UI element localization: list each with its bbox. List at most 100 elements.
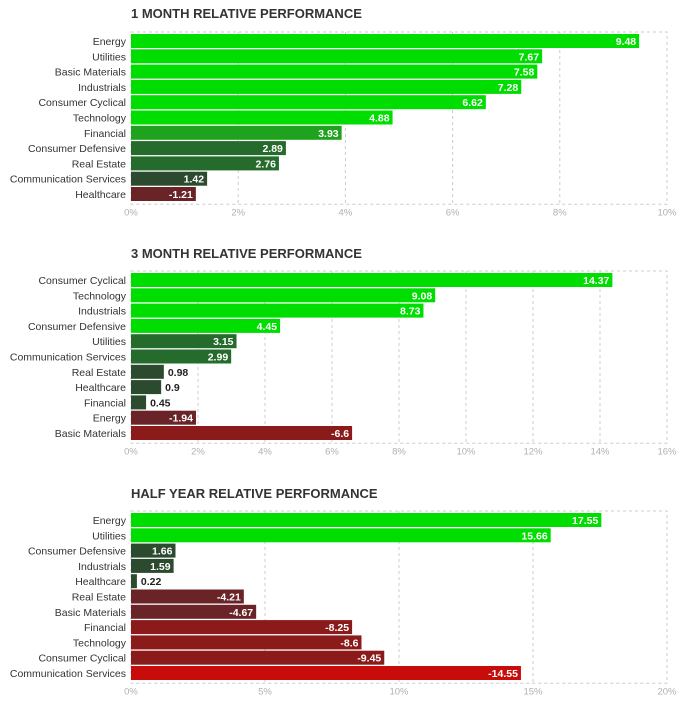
value-label: 6.62 <box>462 97 483 109</box>
value-label: 4.45 <box>257 321 278 333</box>
chart-title-1-month: 1 MONTH RELATIVE PERFORMANCE <box>131 6 362 21</box>
value-label: 15.66 <box>521 530 547 542</box>
x-tick-label: 0% <box>124 686 138 697</box>
category-label: Consumer Cyclical <box>38 97 126 109</box>
bar[interactable] <box>131 79 522 94</box>
x-tick-label: 16% <box>657 446 677 457</box>
bar[interactable] <box>131 156 279 171</box>
bar[interactable] <box>131 141 286 156</box>
bar[interactable] <box>131 589 244 604</box>
value-label: 3.93 <box>318 128 339 140</box>
value-label: 7.28 <box>498 82 519 94</box>
bar[interactable] <box>131 49 543 64</box>
x-tick-label: 4% <box>258 446 272 457</box>
value-label: 9.08 <box>412 290 433 302</box>
bar[interactable] <box>131 34 640 48</box>
bar[interactable] <box>131 574 137 589</box>
bar[interactable] <box>131 64 538 79</box>
bar-chart-3-month: Consumer Cyclical 14.37 Technology 9.08 Indu… <box>10 270 677 457</box>
bar[interactable] <box>131 171 208 186</box>
category-label: Real Estate <box>72 592 126 604</box>
x-tick-label: 5% <box>258 686 272 697</box>
bar[interactable] <box>131 543 176 558</box>
x-tick-label: 4% <box>339 207 353 218</box>
category-label: Real Estate <box>72 158 126 170</box>
bar[interactable] <box>131 334 237 349</box>
bar[interactable] <box>131 513 602 527</box>
x-tick-label: 10% <box>389 686 409 697</box>
category-label: Energy <box>93 515 127 527</box>
category-label: Utilities <box>92 336 126 348</box>
value-label: -1.94 <box>169 413 193 425</box>
bar[interactable] <box>131 380 162 395</box>
value-label: -4.21 <box>217 592 241 604</box>
value-label: -9.45 <box>357 653 381 665</box>
value-label: -14.55 <box>488 668 518 680</box>
x-tick-label: 10% <box>456 446 476 457</box>
category-label: Basic Materials <box>55 428 126 440</box>
value-label: 9.48 <box>616 36 637 48</box>
category-label: Technology <box>73 113 127 125</box>
category-label: Industrials <box>78 306 126 318</box>
value-label: 17.55 <box>572 515 598 527</box>
category-label: Healthcare <box>75 576 126 588</box>
x-tick-label: 2% <box>191 446 205 457</box>
chart-title-3-month: 3 MONTH RELATIVE PERFORMANCE <box>131 246 362 261</box>
category-label: Financial <box>84 622 126 634</box>
bar[interactable] <box>131 318 281 333</box>
category-label: Consumer Cyclical <box>38 653 126 665</box>
bar[interactable] <box>131 364 164 379</box>
bar[interactable] <box>131 110 393 125</box>
value-label: 2.89 <box>262 143 283 155</box>
category-label: Healthcare <box>75 382 126 394</box>
value-label: 1.59 <box>150 561 171 573</box>
category-label: Financial <box>84 128 126 140</box>
category-label: Communication Services <box>10 352 126 364</box>
category-label: Industrials <box>78 561 126 573</box>
value-label: -6.6 <box>331 428 349 440</box>
value-label: 2.76 <box>255 158 276 170</box>
value-label: 0.9 <box>165 382 180 394</box>
bar[interactable] <box>131 125 342 140</box>
bar[interactable] <box>131 95 486 110</box>
value-label: -8.25 <box>325 622 349 634</box>
bar[interactable] <box>131 620 353 635</box>
value-label: 4.88 <box>369 113 390 125</box>
category-label: Energy <box>93 36 127 48</box>
category-label: Consumer Defensive <box>28 321 126 333</box>
x-tick-label: 2% <box>231 207 245 218</box>
bar-chart-half-year: Energy 17.55 Utilities 15.66 Consumer Defens… <box>10 510 677 697</box>
bar[interactable] <box>131 303 424 318</box>
category-label: Real Estate <box>72 367 126 379</box>
bar[interactable] <box>131 666 521 680</box>
bar[interactable] <box>131 273 613 287</box>
x-tick-label: 0% <box>124 446 138 457</box>
value-label: 0.22 <box>141 576 162 588</box>
bar[interactable] <box>131 650 385 665</box>
category-label: Consumer Cyclical <box>38 275 126 287</box>
category-label: Utilities <box>92 530 126 542</box>
value-label: 14.37 <box>583 275 609 287</box>
bar[interactable] <box>131 410 196 425</box>
x-tick-label: 0% <box>124 207 138 218</box>
chart-title-half-year: HALF YEAR RELATIVE PERFORMANCE <box>131 486 378 501</box>
category-label: Financial <box>84 397 126 409</box>
bar[interactable] <box>131 558 174 573</box>
bar[interactable] <box>131 528 551 543</box>
bar[interactable] <box>131 604 257 619</box>
category-label: Utilities <box>92 51 126 63</box>
category-label: Industrials <box>78 82 126 94</box>
value-label: -8.6 <box>340 637 358 649</box>
bar[interactable] <box>131 395 147 410</box>
bar[interactable] <box>131 288 436 303</box>
bar[interactable] <box>131 426 353 440</box>
x-tick-label: 12% <box>523 446 543 457</box>
category-label: Healthcare <box>75 189 126 201</box>
x-tick-label: 20% <box>657 686 677 697</box>
x-tick-label: 8% <box>553 207 567 218</box>
bar[interactable] <box>131 635 362 650</box>
value-label: 1.42 <box>184 174 205 186</box>
bar[interactable] <box>131 349 232 364</box>
bar[interactable] <box>131 187 196 201</box>
value-label: 7.58 <box>514 67 535 79</box>
